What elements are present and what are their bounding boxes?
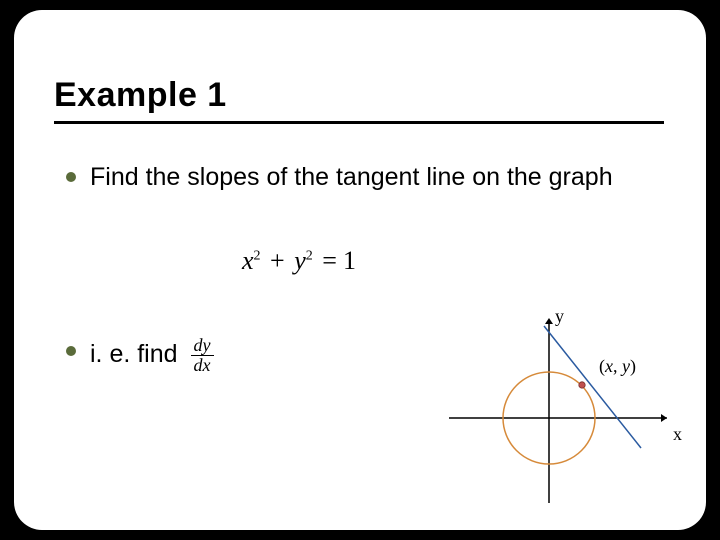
graph-svg	[449, 308, 689, 508]
title-block: Example 1	[54, 76, 664, 124]
x-axis-label: x	[673, 424, 682, 445]
eq-sq1: 2	[254, 248, 261, 263]
slide-card: Example 1 Find the slopes of the tangent…	[14, 10, 706, 530]
fraction-dy-dx: dy dx	[191, 336, 214, 375]
eq-plus: +	[270, 246, 285, 275]
equation: x2 + y2 =1	[242, 246, 359, 276]
bullet-2-prefix: i. e. find	[90, 340, 178, 368]
eq-one: 1	[343, 246, 356, 275]
eq-x: x	[242, 246, 254, 275]
eq-eq: =	[322, 246, 337, 275]
bullet-1: Find the slopes of the tangent line on t…	[66, 162, 613, 193]
bullet-2-text: i. e. find dy dx	[90, 336, 214, 375]
slide-title: Example 1	[54, 76, 664, 115]
bullet-dot-icon	[66, 346, 76, 356]
coordinate-graph: y x ((x, y)x, y)	[449, 308, 689, 508]
bullet-1-text: Find the slopes of the tangent line on t…	[90, 162, 613, 193]
y-axis-label: y	[555, 306, 564, 327]
fraction-numerator: dy	[191, 336, 214, 356]
point-label: ((x, y)x, y)	[599, 356, 636, 377]
bullet-dot-icon	[66, 172, 76, 182]
title-underline	[54, 121, 664, 124]
bullet-2: i. e. find dy dx	[66, 336, 214, 375]
eq-y: y	[294, 246, 306, 275]
eq-sq2: 2	[306, 248, 313, 263]
fraction-denominator: dx	[191, 356, 214, 375]
